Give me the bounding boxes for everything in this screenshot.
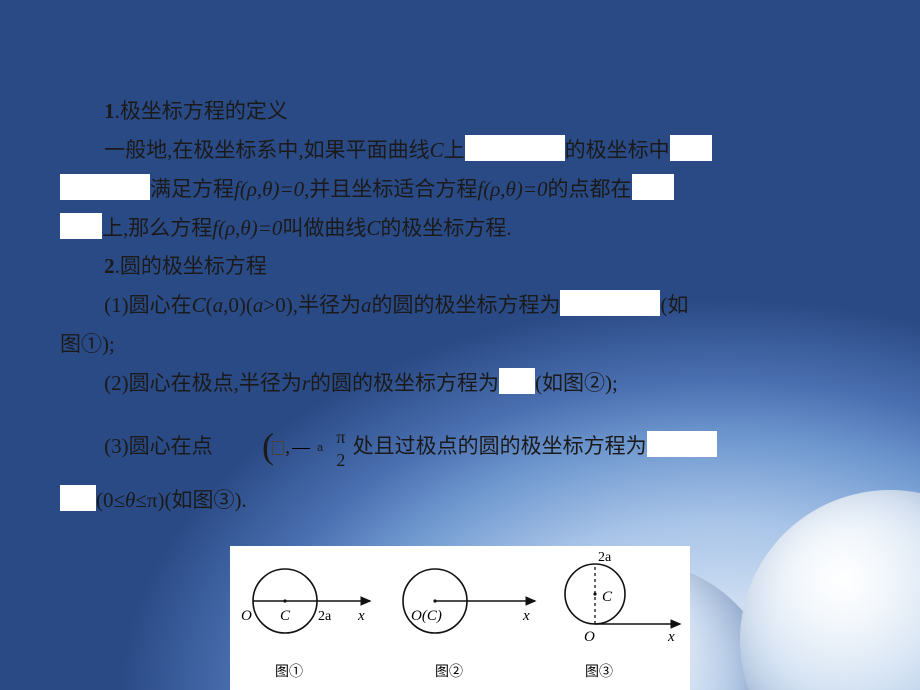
t: 图①); — [60, 332, 115, 356]
lbl-OC: O(C) — [411, 608, 442, 624]
sec1-line2: 满足方程f(ρ,θ)=0,并且坐标适合方程f(ρ,θ)=0的点都在 — [60, 170, 860, 209]
v: θ — [125, 488, 135, 512]
t: (2)圆心在极点,半径为 — [104, 371, 302, 395]
figure-3: 2a C O x 图③ — [565, 550, 680, 680]
blank-box — [60, 485, 96, 511]
t: ≤π)(如图③). — [135, 488, 246, 512]
fraction-pi-2: π2 — [292, 428, 345, 469]
blank-box — [632, 174, 674, 200]
text-content: 1.极坐标方程的定义 一般地,在极坐标系中,如果平面曲线C上的极坐标中 满足方程… — [60, 92, 860, 520]
sec1-line3: 上,那么方程f(ρ,θ)=0叫做曲线C的极坐标方程. — [60, 209, 860, 248]
sec2-num: 2 — [104, 254, 115, 278]
frac-line — [292, 448, 310, 449]
t: 一般地,在极坐标系中,如果平面曲线 — [104, 138, 430, 162]
t: 满足方程 — [150, 177, 234, 201]
lbl-C: C — [602, 589, 613, 605]
eq: f(ρ,θ)=0 — [234, 177, 304, 201]
var-C: C — [366, 216, 380, 240]
eq: f(ρ,θ)=0 — [477, 177, 547, 201]
blank-box — [647, 431, 717, 457]
t: 上,那么方程 — [102, 216, 212, 240]
blank-box — [560, 290, 660, 316]
v: a — [361, 293, 372, 317]
eq: f(ρ,θ)=0 — [212, 216, 282, 240]
lbl-2a-v: 2a — [598, 550, 612, 565]
diagram-panel: O C 2a x 图① O(C) x 图② 2a C O x 图③ — [230, 546, 690, 690]
caption-2: 图② — [435, 664, 463, 680]
frac-num: π — [292, 428, 345, 446]
blank-box — [60, 174, 150, 200]
t: (3)圆心在点 — [104, 434, 213, 458]
v: r — [302, 371, 310, 395]
frac-den: 2 — [292, 451, 345, 469]
var-C: C — [430, 138, 444, 162]
caption-1: 图① — [275, 664, 303, 680]
t: (如图②); — [535, 371, 618, 395]
figure-1: O C 2a x 图① — [241, 569, 370, 680]
lbl-x: x — [522, 608, 530, 624]
big-paren: ( — [218, 413, 274, 480]
lbl-O: O — [584, 629, 595, 645]
t: 的点都在 — [548, 177, 632, 201]
lbl-C: C — [280, 608, 291, 624]
t: (0≤ — [96, 488, 125, 512]
t: 的极坐标中 — [565, 138, 670, 162]
blank-box — [60, 213, 102, 239]
caption-3: 图③ — [585, 664, 613, 680]
t: >0),半径为 — [263, 293, 361, 317]
t: 的圆的极坐标方程为 — [310, 371, 499, 395]
t: ( — [206, 293, 213, 317]
diagrams-svg: O C 2a x 图① O(C) x 图② 2a C O x 图③ — [230, 546, 690, 690]
sec2-item3b: (0≤θ≤π)(如图③). — [60, 481, 860, 520]
t: 处且过极点的圆的极坐标方程为 — [353, 434, 647, 458]
t: 的圆的极坐标方程为 — [371, 293, 560, 317]
t: 的极坐标方程. — [380, 216, 511, 240]
lbl-x: x — [667, 629, 675, 645]
sec2-item1b: 图①); — [60, 325, 860, 364]
sec1-num: 1 — [104, 99, 115, 123]
lbl-x: x — [357, 608, 365, 624]
sec2-item3: (3)圆心在点 (a,π2 处且过极点的圆的极坐标方程为 — [60, 415, 860, 482]
t: (如 — [660, 293, 688, 317]
t: ,并且坐标适合方程 — [304, 177, 477, 201]
t: 叫做曲线 — [282, 216, 366, 240]
v: C — [192, 293, 206, 317]
section1-heading: 1.极坐标方程的定义 — [60, 92, 860, 131]
section2-heading: 2.圆的极坐标方程 — [60, 247, 860, 286]
sec2-item1: (1)圆心在C(a,0)(a>0),半径为a的圆的极坐标方程为(如 — [60, 286, 860, 325]
sec2-title: .圆的极坐标方程 — [115, 254, 267, 278]
blank-box — [465, 135, 565, 161]
blank-box — [499, 368, 535, 394]
t: (1)圆心在 — [104, 293, 192, 317]
t: ,0)( — [223, 293, 253, 317]
sec2-item2: (2)圆心在极点,半径为r的圆的极坐标方程为 (如图②); — [60, 364, 860, 403]
t: 上 — [444, 138, 465, 162]
blank-box — [670, 135, 712, 161]
sec1-line: 一般地,在极坐标系中,如果平面曲线C上 的极坐标中 — [60, 131, 860, 170]
figure-2: O(C) x 图② — [403, 569, 535, 680]
sec1-title: .极坐标方程的定义 — [115, 99, 288, 123]
v: a — [213, 293, 224, 317]
lbl-2a: 2a — [318, 609, 332, 624]
lbl-O: O — [241, 608, 252, 624]
v: a — [253, 293, 264, 317]
